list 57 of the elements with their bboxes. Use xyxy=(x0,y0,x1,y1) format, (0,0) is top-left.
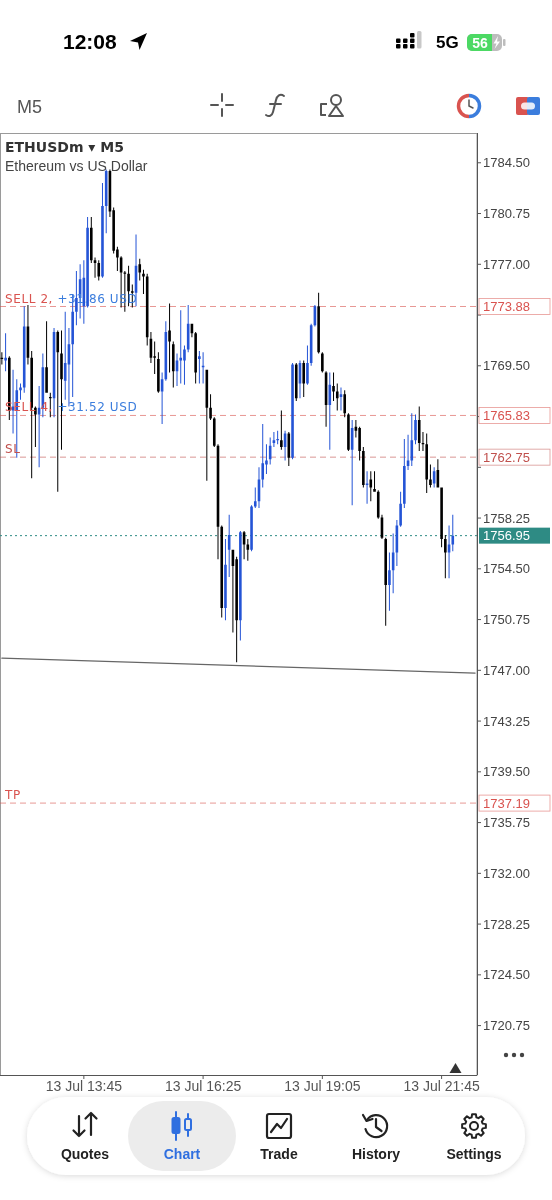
candlestick xyxy=(4,333,7,372)
x-tick-label: 13 Jul 21:45 xyxy=(403,1078,480,1094)
candlestick xyxy=(328,372,332,450)
candlestick xyxy=(444,534,447,579)
text: Settings xyxy=(446,1146,502,1162)
candlestick xyxy=(142,269,145,295)
text: History xyxy=(351,1146,401,1162)
text: 12:08 xyxy=(63,30,118,53)
y-tick-label: 1732.00 xyxy=(483,865,530,881)
candlestick xyxy=(19,383,22,400)
y-tick-label: 1750.75 xyxy=(483,612,530,628)
candlestick xyxy=(179,310,183,384)
text: Quotes xyxy=(60,1146,110,1162)
candlestick xyxy=(410,413,414,466)
x-tick-label: 13 Jul 19:05 xyxy=(284,1078,361,1094)
candlestick xyxy=(365,471,369,504)
candlestick xyxy=(168,303,171,373)
y-tick-label: 1747.00 xyxy=(483,662,530,678)
y-tick-label: 1780.75 xyxy=(483,206,530,222)
candlestick xyxy=(280,410,283,450)
y-tick-label: 1758.25 xyxy=(483,510,530,526)
y-tick-label: 1784.50 xyxy=(483,155,530,171)
y-tick-label: 1769.50 xyxy=(483,358,530,374)
y-tick-label: 1743.25 xyxy=(483,713,530,729)
y-tick-label: 1754.50 xyxy=(483,561,530,577)
y-tick-label: 1777.00 xyxy=(483,256,530,272)
candlestick xyxy=(34,406,37,447)
y-tick-label: 1720.75 xyxy=(483,1018,530,1034)
candlestick xyxy=(429,464,432,488)
text: Ethereum vs US Dollar xyxy=(5,158,148,174)
text: 56 xyxy=(472,35,488,51)
y-tick-label: 1724.50 xyxy=(483,967,530,983)
x-tick-label: 13 Jul 16:25 xyxy=(164,1078,242,1094)
y-tick-label: 1735.75 xyxy=(483,815,530,831)
ref-line-label: 1756.95 xyxy=(483,528,530,544)
text: Chart xyxy=(163,1146,201,1162)
text: M5 xyxy=(17,97,43,117)
candlestick xyxy=(369,471,373,502)
candlestick xyxy=(373,471,376,492)
ref-line-label: 1765.83 xyxy=(483,407,530,423)
text: ETHUSDm ▾ M5 xyxy=(5,139,124,155)
candlestick xyxy=(332,372,335,401)
candlestick xyxy=(56,330,60,492)
candlestick xyxy=(201,352,205,384)
x-tick-label: 13 Jul 13:45 xyxy=(45,1078,123,1094)
annotation: TP xyxy=(4,788,21,803)
annotation: SELL 2, xyxy=(5,291,54,306)
candlestick xyxy=(198,350,201,384)
candlestick xyxy=(261,423,265,488)
y-tick-label: 1739.50 xyxy=(483,764,530,780)
text: 5G xyxy=(436,33,459,52)
y-tick-label: 1728.25 xyxy=(483,916,530,932)
text: Trade xyxy=(260,1146,298,1162)
candlestick xyxy=(388,552,391,611)
ref-line-label: 1773.88 xyxy=(483,299,530,315)
ref-line-label: 1762.75 xyxy=(483,449,530,465)
ref-line-label: 1737.19 xyxy=(483,795,530,811)
